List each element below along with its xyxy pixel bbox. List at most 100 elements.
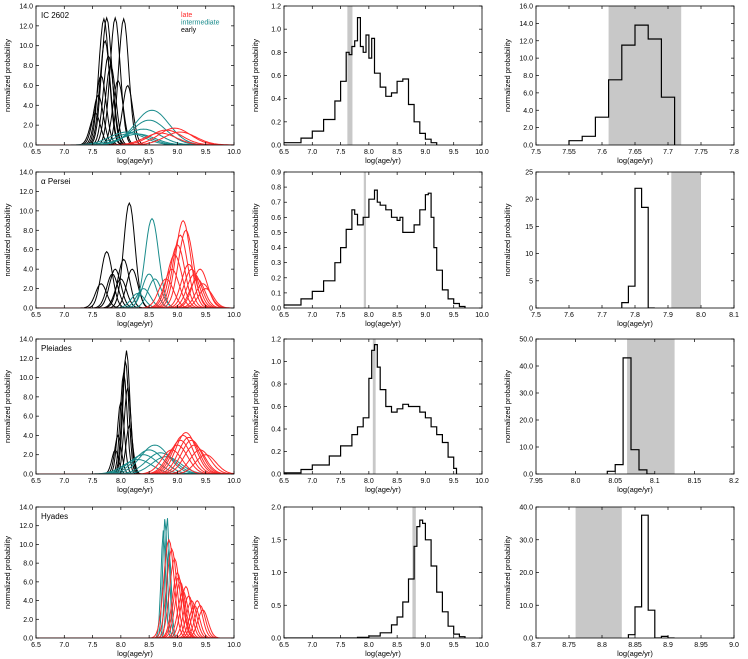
y-tick-label: 4.0 [23, 598, 33, 605]
intermediate-curve [36, 518, 234, 638]
late-curve [36, 434, 234, 474]
early-curve [36, 39, 234, 145]
y-tick-label: 0.9 [271, 170, 281, 177]
y-tick-label: 0.5 [271, 603, 281, 610]
y-axis-label: normalized probability [251, 39, 260, 112]
y-tick-label: 14.0 [19, 337, 33, 344]
x-tick-label: 7.5 [88, 478, 98, 485]
x-tick-label: 9.5 [449, 478, 459, 485]
y-tick-label: 1.0 [271, 570, 281, 577]
late-curve [36, 263, 234, 308]
late-curve [36, 595, 234, 638]
panel-11: 6.5 7.0 7.5 8.0 8.5 9.0 9.5 10.0 0.0 0.5 1.0 1.5 2.0… [251, 505, 489, 659]
x-tick-label: 10.0 [227, 312, 241, 319]
y-tick-label: 15 [525, 224, 533, 231]
x-tick-label: 7.5 [88, 312, 98, 319]
legend-entry-early: early [181, 27, 197, 34]
x-tick-label: 8.0 [571, 478, 581, 485]
x-tick-label: 10.0 [227, 149, 241, 156]
y-tick-label: 6.0 [23, 414, 33, 421]
x-tick-label: 8.8 [597, 642, 607, 649]
y-tick-label: 2.0 [23, 617, 33, 624]
y-tick-label: 10.0 [519, 445, 533, 452]
x-axis-label: log(age/yr) [117, 156, 153, 165]
early-curve [36, 94, 234, 145]
x-tick-label: 7.0 [59, 149, 69, 156]
y-tick-label: 4.0 [523, 108, 533, 115]
x-tick-label: 9.0 [421, 312, 431, 319]
x-tick-label: 7.5 [88, 642, 98, 649]
axes-frame [283, 338, 483, 475]
plot-area [284, 339, 458, 474]
late-curve [36, 599, 234, 638]
x-tick-label: 8.0 [116, 149, 126, 156]
early-curve [36, 387, 234, 474]
panel-12: 8.7 8.75 8.8 8.85 8.9 8.95 9.0 0.0 10.0 20.0 30.0 4… [503, 505, 739, 659]
late-curve [36, 449, 234, 474]
combined-pdf-line [284, 344, 458, 474]
late-curve [36, 444, 234, 474]
axes-frame [283, 5, 483, 146]
y-tick-label: 2.0 [23, 286, 33, 293]
late-curve [36, 454, 234, 474]
x-tick-label: 7.0 [59, 312, 69, 319]
y-tick-label: 12.0 [19, 23, 33, 30]
x-tick-label: 6.5 [31, 478, 41, 485]
y-tick-label: 12.0 [19, 356, 33, 363]
y-tick-label: 30.0 [519, 537, 533, 544]
intermediate-curve [36, 449, 234, 474]
y-tick-label: 10.0 [19, 208, 33, 215]
y-tick-label: 0.0 [23, 472, 33, 479]
x-axis-label: log(age/yr) [365, 485, 401, 494]
y-tick-label: 0.4 [271, 245, 281, 252]
y-tick-label: 40.0 [519, 505, 533, 512]
axes-frame [283, 506, 483, 639]
x-tick-label: 9.5 [449, 312, 459, 319]
plot-area [36, 518, 234, 638]
panel-5: 6.5 7.0 7.5 8.0 8.5 9.0 9.5 10.0 0.0 0.1 0.2 0.3 0.4… [251, 170, 489, 329]
x-tick-label: 8.05 [608, 478, 622, 485]
early-curve [36, 268, 234, 308]
early-curve [36, 258, 234, 308]
plot-area [606, 339, 675, 474]
x-tick-label: 7.0 [307, 642, 317, 649]
late-curve [36, 229, 234, 308]
y-tick-label: 0.2 [271, 119, 281, 126]
y-axis-label: normalized probability [251, 370, 260, 443]
y-tick-label: 10.0 [19, 375, 33, 382]
y-tick-label: 8.0 [23, 561, 33, 568]
late-curve [36, 219, 234, 308]
x-tick-label: 7.0 [59, 642, 69, 649]
axes-frame [35, 171, 235, 309]
axes-frame [35, 338, 235, 475]
x-tick-label: 7.5 [88, 149, 98, 156]
y-tick-label: 1.0 [271, 27, 281, 34]
early-curve [36, 424, 234, 474]
x-tick-label: 8.0 [696, 312, 706, 319]
y-tick-label: 0.2 [271, 449, 281, 456]
y-tick-label: 0 [529, 306, 533, 313]
x-axis-label: log(age/yr) [365, 319, 401, 328]
age-band [363, 172, 367, 308]
combined-pdf-line [284, 17, 438, 145]
x-tick-label: 7.65 [628, 149, 642, 156]
panel-8: 6.5 7.0 7.5 8.0 8.5 9.0 9.5 10.0 0.0 0.2 0.4 0.6 0.8… [251, 337, 489, 495]
x-tick-label: 7.0 [307, 149, 317, 156]
y-tick-label: 0.6 [271, 404, 281, 411]
y-tick-label: 8.0 [523, 73, 533, 80]
x-tick-label: 8.5 [144, 149, 154, 156]
x-tick-label: 8.5 [392, 642, 402, 649]
axes-frame [283, 171, 483, 309]
x-tick-label: 10.0 [227, 642, 241, 649]
y-axis-label: normalized probability [503, 370, 512, 443]
x-tick-label: 6.5 [279, 312, 289, 319]
x-tick-label: 8.0 [364, 478, 374, 485]
x-tick-label: 6.5 [31, 312, 41, 319]
late-curve [36, 234, 234, 308]
x-tick-label: 8.5 [144, 642, 154, 649]
y-tick-label: 0.6 [271, 215, 281, 222]
x-tick-label: 8.7 [531, 642, 541, 649]
x-tick-label: 8.15 [688, 478, 702, 485]
x-tick-label: 7.0 [307, 478, 317, 485]
late-curve [36, 585, 234, 638]
